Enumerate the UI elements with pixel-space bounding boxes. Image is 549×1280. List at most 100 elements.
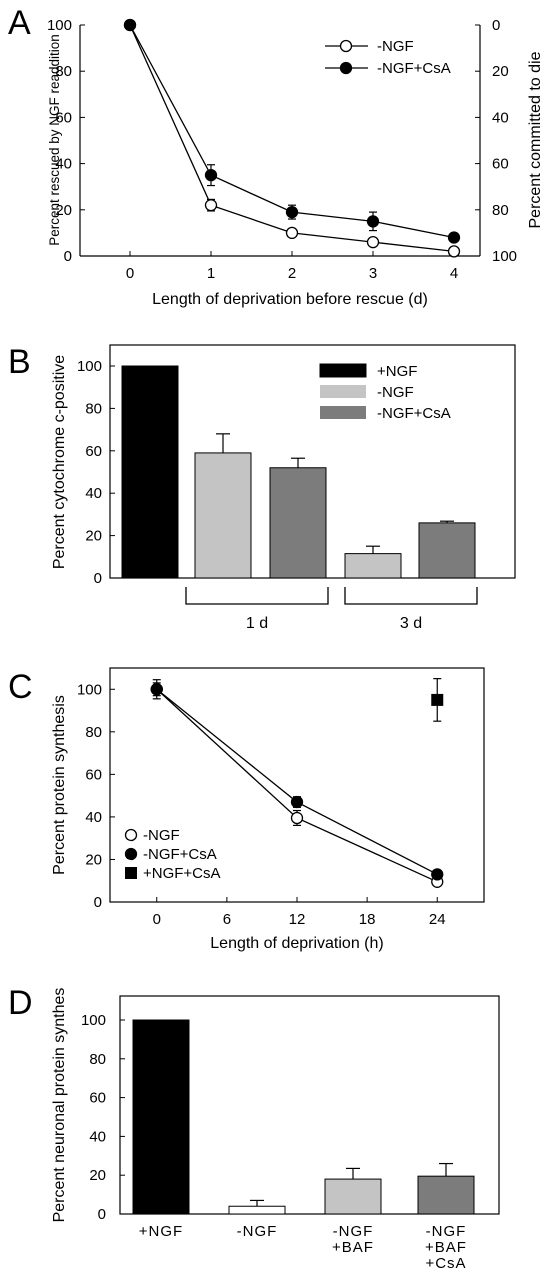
panel-label-c: C (8, 668, 33, 706)
panel-label-d: D (8, 984, 33, 1022)
y-tick-label: 80 (85, 724, 102, 741)
panel-d-chart: 0 20 40 60 80 100 Percent neuronal protein syn… (51, 988, 500, 1272)
y-tick-label: 0 (64, 248, 72, 265)
y-tick-label: 60 (55, 109, 72, 126)
x-tick-label: 6 (223, 911, 231, 928)
y-right-tick-label: 40 (492, 109, 509, 126)
y-tick-label: 80 (55, 63, 72, 80)
plot-frame (119, 995, 500, 1215)
legend-marker (125, 867, 137, 879)
y-right-tick-label: 60 (492, 156, 509, 173)
category-label: +BAF (425, 1239, 467, 1256)
legend-swatch (320, 406, 366, 419)
y-right-tick-label: 20 (492, 63, 509, 80)
y-axis-label: Percent cytochrome c-positive (51, 355, 68, 569)
bar (269, 467, 327, 579)
legend-marker (124, 828, 138, 842)
category-label: +NGF (139, 1223, 183, 1240)
y-tick-label: 60 (89, 1090, 106, 1107)
y-axis-label: Percent protein synthesis (51, 695, 68, 875)
category-label: +CsA (425, 1255, 466, 1272)
y-tick-label: 20 (85, 528, 102, 545)
data-point (150, 683, 163, 696)
data-point (285, 205, 299, 219)
x-tick-label: 4 (450, 265, 458, 282)
bar (417, 1175, 475, 1215)
y-axis-label-right: Percent committed to die (527, 51, 544, 228)
data-point (431, 693, 444, 706)
data-point (285, 226, 299, 240)
bar (228, 1205, 286, 1215)
y-tick-label: 20 (85, 851, 102, 868)
bar (132, 1019, 190, 1215)
y-tick-label: 0 (98, 1206, 106, 1223)
legend-label: -NGF+CsA (377, 60, 451, 77)
legend-label: +NGF+CsA (143, 865, 221, 882)
y-tick-label: 80 (85, 400, 102, 417)
group-bracket (185, 587, 329, 605)
legend-marker (124, 847, 138, 861)
y-right-tick-label: 100 (492, 248, 517, 265)
x-tick-label: 12 (289, 911, 306, 928)
group-bracket (344, 587, 478, 605)
legend-label: -NGF+CsA (143, 846, 217, 863)
y-tick-label: 40 (85, 485, 102, 502)
data-point (204, 199, 218, 212)
y-tick-label: 60 (85, 766, 102, 783)
data-point (447, 231, 461, 244)
x-axis-label: Length of deprivation before rescue (d) (152, 291, 428, 308)
y-tick-label: 100 (47, 17, 72, 34)
y-tick-label: 20 (89, 1167, 106, 1184)
category-label: -NGF (426, 1223, 467, 1240)
panel-label-b: B (8, 343, 31, 381)
x-tick-label: 3 (369, 265, 377, 282)
category-label: +BAF (332, 1239, 374, 1256)
group-label: 3 d (400, 615, 422, 632)
bar (324, 1178, 382, 1215)
legend-swatch (319, 363, 367, 378)
panel-b-chart: 0 20 40 60 80 100 Percent cytochrome c-positiv… (51, 344, 516, 632)
data-point (290, 795, 304, 809)
group-label: 1 d (246, 615, 268, 632)
y-tick-label: 20 (55, 202, 72, 219)
legend-label: -NGF (143, 827, 180, 844)
x-tick-label: 0 (126, 265, 134, 282)
y-tick-label: 40 (89, 1128, 106, 1145)
legend-label: -NGF+CsA (377, 405, 451, 422)
bar (418, 522, 476, 579)
y-tick-label: 0 (94, 570, 102, 587)
y-tick-label: 80 (89, 1051, 106, 1068)
data-point (431, 868, 444, 881)
data-point (290, 811, 304, 825)
bar (121, 365, 179, 579)
data-point (447, 245, 461, 258)
y-tick-label: 40 (85, 809, 102, 826)
y-tick-label: 100 (77, 358, 102, 375)
legend-label: -NGF (377, 38, 414, 55)
x-tick-label: 2 (288, 265, 296, 282)
x-tick-label: 18 (359, 911, 376, 928)
x-tick-label: 1 (207, 265, 215, 282)
legend-swatch (320, 385, 366, 398)
panel-a-chart: 0 20 40 60 80 100 0 20 40 60 80 100 0 1 2 3 4 Length of d… (47, 17, 544, 308)
legend-marker (339, 39, 353, 53)
data-point (204, 168, 218, 182)
bar (344, 553, 402, 579)
legend-label: +NGF (377, 363, 417, 380)
legend-marker (339, 61, 353, 75)
bar (194, 452, 252, 579)
x-tick-label: 24 (429, 911, 446, 928)
y-tick-label: 100 (77, 681, 102, 698)
x-axis-label: Length of deprivation (h) (210, 935, 383, 952)
y-axis-label: Percent neuronal protein synthes (51, 988, 68, 1223)
panel-c-chart: 0 20 40 60 80 100 0 6 12 18 24 Length of deprivatio… (51, 667, 485, 952)
legend-label: -NGF (377, 384, 414, 401)
y-tick-label: 40 (55, 156, 72, 173)
y-tick-label: 60 (85, 443, 102, 460)
category-label: -NGF (237, 1223, 278, 1240)
data-point (366, 215, 380, 228)
y-tick-label: 0 (94, 894, 102, 911)
panel-label-a: A (8, 4, 31, 42)
category-label: -NGF (333, 1223, 374, 1240)
